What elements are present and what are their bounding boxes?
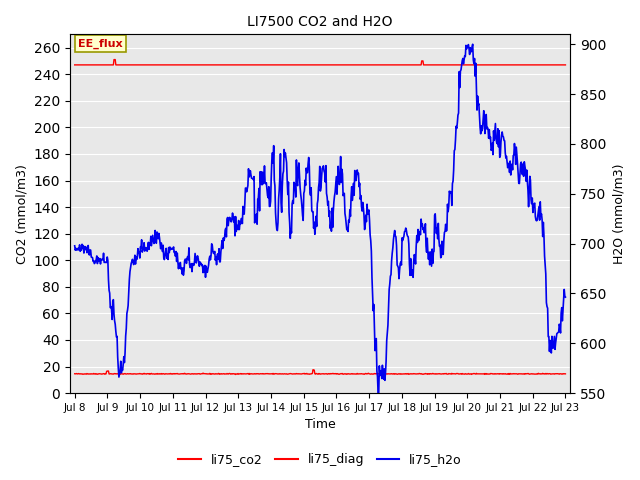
Y-axis label: CO2 (mmol/m3): CO2 (mmol/m3) <box>15 164 28 264</box>
Title: LI7500 CO2 and H2O: LI7500 CO2 and H2O <box>247 15 393 29</box>
Legend: li75_co2, li75_diag, li75_h2o: li75_co2, li75_diag, li75_h2o <box>173 448 467 471</box>
Text: EE_flux: EE_flux <box>78 38 123 48</box>
X-axis label: Time: Time <box>305 419 335 432</box>
Y-axis label: H2O (mmol/m3): H2O (mmol/m3) <box>612 164 625 264</box>
